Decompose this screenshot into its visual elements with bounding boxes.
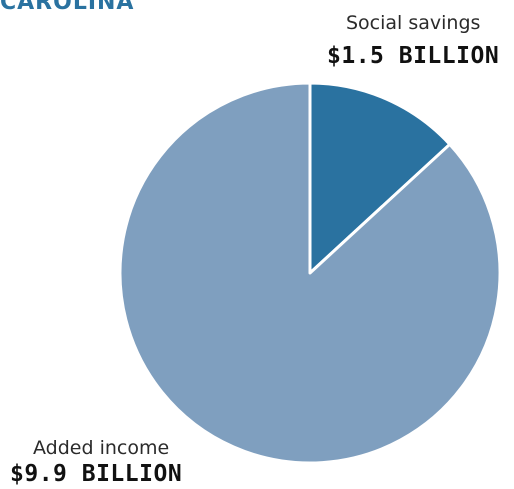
pie-slice-added-income	[118, 81, 502, 465]
slice-value-added-income: $9.9 BILLION	[10, 461, 183, 487]
slice-label-added-income: Added income	[33, 437, 170, 459]
pie-slice-social-savings	[308, 81, 452, 275]
slice-value-social-savings: $1.5 BILLION	[327, 43, 500, 69]
chart-title: CAROLINA	[0, 0, 135, 15]
slice-label-social-savings: Social savings	[346, 12, 481, 34]
pie-slices	[118, 81, 502, 465]
